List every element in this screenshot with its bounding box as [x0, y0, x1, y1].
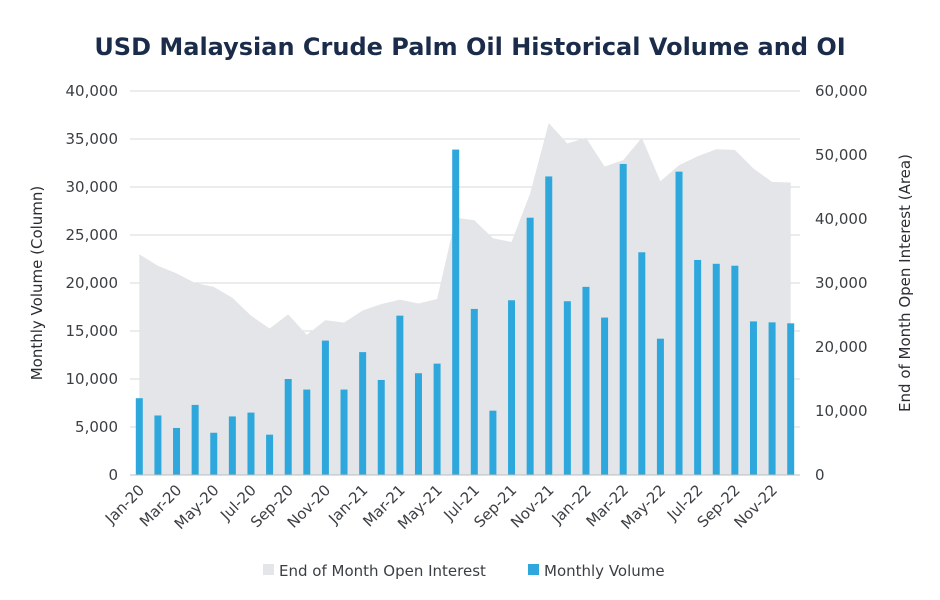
legend: End of Month Open Interest Monthly Volum… — [263, 562, 665, 580]
volume-bar-aug-20 — [266, 434, 274, 475]
y-left-tick-label: 30,000 — [66, 178, 119, 196]
volume-bar-nov-22 — [768, 322, 776, 475]
y-left-tick-label: 25,000 — [66, 226, 119, 244]
volume-bar-oct-22 — [749, 321, 757, 475]
volume-bar-may-20 — [210, 432, 218, 475]
legend-swatch-monthly-volume — [528, 564, 539, 575]
y-left-tick-label: 0 — [108, 466, 118, 484]
y-right-tick-label: 50,000 — [815, 146, 868, 164]
volume-bar-dec-22 — [787, 323, 795, 475]
volume-bar-jun-22 — [675, 171, 683, 475]
legend-swatch-open-interest — [263, 564, 274, 575]
volume-bar-sep-21 — [508, 300, 516, 475]
open-interest-area — [139, 123, 791, 475]
volume-bar-apr-20 — [191, 404, 199, 475]
volume-bar-feb-20 — [154, 415, 162, 475]
volume-bar-sep-22 — [731, 265, 739, 475]
volume-bar-jun-20 — [228, 416, 236, 475]
volume-bar-mar-20 — [173, 427, 181, 475]
volume-bar-dec-21 — [563, 301, 571, 475]
y-right-tick-label: 10,000 — [815, 402, 868, 420]
y-left-tick-label: 15,000 — [66, 322, 119, 340]
volume-bar-sep-20 — [284, 379, 292, 475]
volume-bar-feb-21 — [377, 379, 385, 475]
volume-bar-jan-22 — [582, 286, 590, 475]
x-axis-ticks: Jan-20Mar-20May-20Jul-20Sep-20Nov-20Jan-… — [101, 481, 781, 533]
legend-label-monthly-volume: Monthly Volume — [544, 562, 665, 580]
y-axis-right-ticks: 0 10,000 20,000 30,000 40,000 50,000 60,000 — [815, 82, 868, 484]
volume-bar-may-22 — [656, 338, 664, 475]
volume-bar-jul-21 — [470, 308, 478, 475]
y-left-tick-label: 10,000 — [66, 370, 119, 388]
volume-bar-feb-22 — [601, 317, 609, 475]
y-right-tick-label: 0 — [815, 466, 825, 484]
volume-bar-jul-22 — [694, 259, 702, 475]
volume-bar-jan-21 — [359, 352, 367, 475]
y-left-tick-label: 35,000 — [66, 130, 119, 148]
volume-bar-mar-21 — [396, 315, 404, 475]
volume-bar-nov-21 — [545, 176, 553, 475]
y-left-tick-label: 20,000 — [66, 274, 119, 292]
y-right-tick-label: 20,000 — [815, 338, 868, 356]
volume-bar-mar-22 — [619, 163, 627, 475]
y-axis-left-ticks: 0 5,000 10,000 15,000 20,000 25,000 30,000 35,0… — [66, 82, 119, 484]
y-axis-left-label: Monthly Volume (Column) — [28, 186, 46, 381]
volume-bar-jul-20 — [247, 412, 255, 475]
y-right-tick-label: 60,000 — [815, 82, 868, 100]
volume-bar-nov-20 — [321, 340, 329, 475]
volume-bar-apr-21 — [414, 373, 422, 475]
volume-bar-may-21 — [433, 363, 441, 475]
volume-bar-oct-20 — [303, 389, 311, 475]
volume-bar-jan-20 — [135, 398, 143, 475]
y-left-tick-label: 40,000 — [66, 82, 119, 100]
chart-title: USD Malaysian Crude Palm Oil Historical … — [94, 33, 845, 61]
volume-bar-oct-21 — [526, 217, 534, 475]
y-right-tick-label: 30,000 — [815, 274, 868, 292]
volume-bar-aug-22 — [712, 263, 720, 475]
y-axis-right-label: End of Month Open Interest (Area) — [896, 154, 914, 412]
volume-bars — [135, 149, 795, 475]
y-left-tick-label: 5,000 — [75, 418, 118, 436]
volume-bar-aug-21 — [489, 410, 497, 475]
legend-label-open-interest: End of Month Open Interest — [279, 562, 486, 580]
open-interest-area-layer — [139, 123, 791, 475]
volume-bar-jun-21 — [452, 149, 460, 475]
volume-bar-apr-22 — [638, 252, 646, 475]
y-right-tick-label: 40,000 — [815, 210, 868, 228]
volume-bar-dec-20 — [340, 389, 348, 475]
